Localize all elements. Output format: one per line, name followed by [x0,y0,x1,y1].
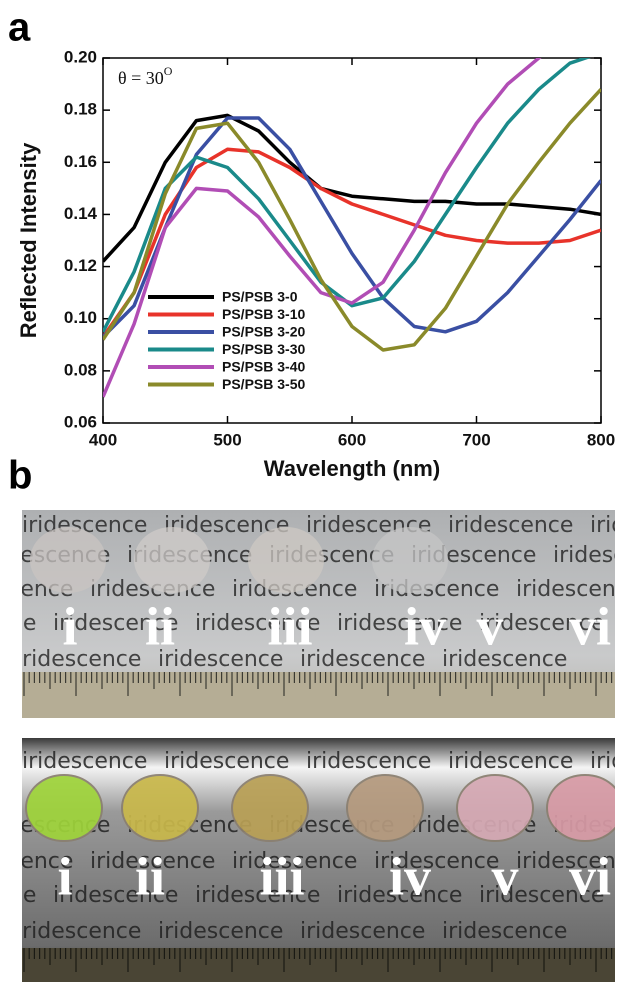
sample-disc [372,527,448,593]
watermark-text: iridescence [306,749,431,774]
y-tick-label: 0.10 [64,308,97,327]
y-tick-label: 0.16 [64,152,97,171]
legend-label: PS/PSB 3-20 [222,324,305,340]
watermark-text: iridescence [0,611,36,636]
legend-label: PS/PSB 3-30 [222,341,305,357]
y-tick-label: 0.06 [64,412,97,431]
sample-label: ii [145,596,175,656]
sample-disc [134,527,210,593]
x-tick-label: 800 [587,430,615,449]
watermark-text: iridescence [516,849,620,874]
panel-label: b [8,454,32,498]
photo-background [22,738,615,982]
annotation-superscript: O [164,64,173,78]
annotation-text: θ = 30 [118,68,164,88]
sample-label: ii [135,846,165,906]
watermark-text: iridescence [479,883,604,908]
sample-label: vi [569,596,611,656]
watermark-text: iridescence [442,919,567,944]
ruler [22,672,615,718]
x-tick-label: 600 [338,430,366,449]
watermark-text: iridescence [195,611,320,636]
y-tick-label: 0.20 [64,47,97,66]
sample-label: i [62,596,77,656]
watermark-text: iridescence [53,611,178,636]
watermark-text: iridescence [90,849,215,874]
y-tick-label: 0.14 [64,204,98,223]
series-line [103,116,601,339]
y-tick-label: 0.08 [64,360,97,379]
y-tick-label: 0.12 [64,256,97,275]
x-tick-label: 400 [89,430,117,449]
watermark-text: iridescence [590,513,620,538]
ruler [22,948,615,982]
watermark-text: iridescence [448,513,573,538]
series-line [103,58,542,398]
watermark-text: iridescence [448,749,573,774]
watermark-text: iridescence [158,647,283,672]
annotation: θ = 30O [118,64,173,88]
sample-label: iii [259,846,304,906]
series-group [103,58,601,398]
watermark-text: iridescence [553,543,620,568]
sample-label: v [492,846,519,906]
photo: iridescence iridescence iridescence iridesc… [0,738,620,982]
x-tick-label: 700 [462,430,490,449]
sample-label: iii [267,596,312,656]
sample-disc [346,774,424,842]
watermark-text: iridescence [0,849,73,874]
watermark-text: iridescence [0,883,36,908]
watermark-text: iridescence [337,611,462,636]
watermark-text: iridescence [442,647,567,672]
watermark-text: iridescence [590,749,620,774]
watermark-text: iridescence [53,883,178,908]
watermark-text: iridescence [232,849,357,874]
y-tick-label: 0.18 [64,100,97,119]
sample-disc [121,774,199,842]
watermark-text: iridescence [22,749,147,774]
x-tick-label: 500 [213,430,241,449]
watermark-text: iridescence [16,919,141,944]
watermark-text: iridescence [374,849,499,874]
sample-disc [546,774,615,842]
legend-label: PS/PSB 3-50 [222,376,305,392]
sample-label: iv [389,846,431,906]
x-axis-title: Wavelength (nm) [264,456,440,481]
sample-disc [30,527,106,593]
series-line [103,88,601,352]
watermark-text: iridescence [516,577,620,602]
sample-label: v [477,596,504,656]
sample-disc [231,774,309,842]
sample-disc [456,774,534,842]
watermark-text: iridescence [337,883,462,908]
sample-label: i [57,846,72,906]
series-line [103,58,591,333]
legend-label: PS/PSB 3-10 [222,306,305,322]
watermark-text: iridescence [195,883,320,908]
legend-label: PS/PSB 3-0 [222,289,298,305]
photos: iridescence iridescence iridescence iridesc… [0,510,620,982]
sample-disc [25,774,103,842]
photo: iridescence iridescence iridescence iridesc… [0,510,620,718]
sample-label: iv [404,596,446,656]
watermark-text: iridescence [300,647,425,672]
legend-label: PS/PSB 3-40 [222,359,305,375]
watermark-text: iridescence [479,611,604,636]
panel-label: a [8,6,31,50]
sample-disc [248,527,324,593]
watermark-text: iridescence [16,647,141,672]
watermark-text: iridescence [158,919,283,944]
chart: 0.06 0.08 0.10 0.12 0.14 0.16 0.18 0.20 400 500 60… [16,47,615,481]
watermark-text: iridescence [300,919,425,944]
plot-frame [102,57,602,424]
sample-label: vi [569,846,611,906]
watermark-text: iridescence [164,749,289,774]
y-axis-title: Reflected Intensity [16,142,41,338]
series-line [103,113,601,263]
